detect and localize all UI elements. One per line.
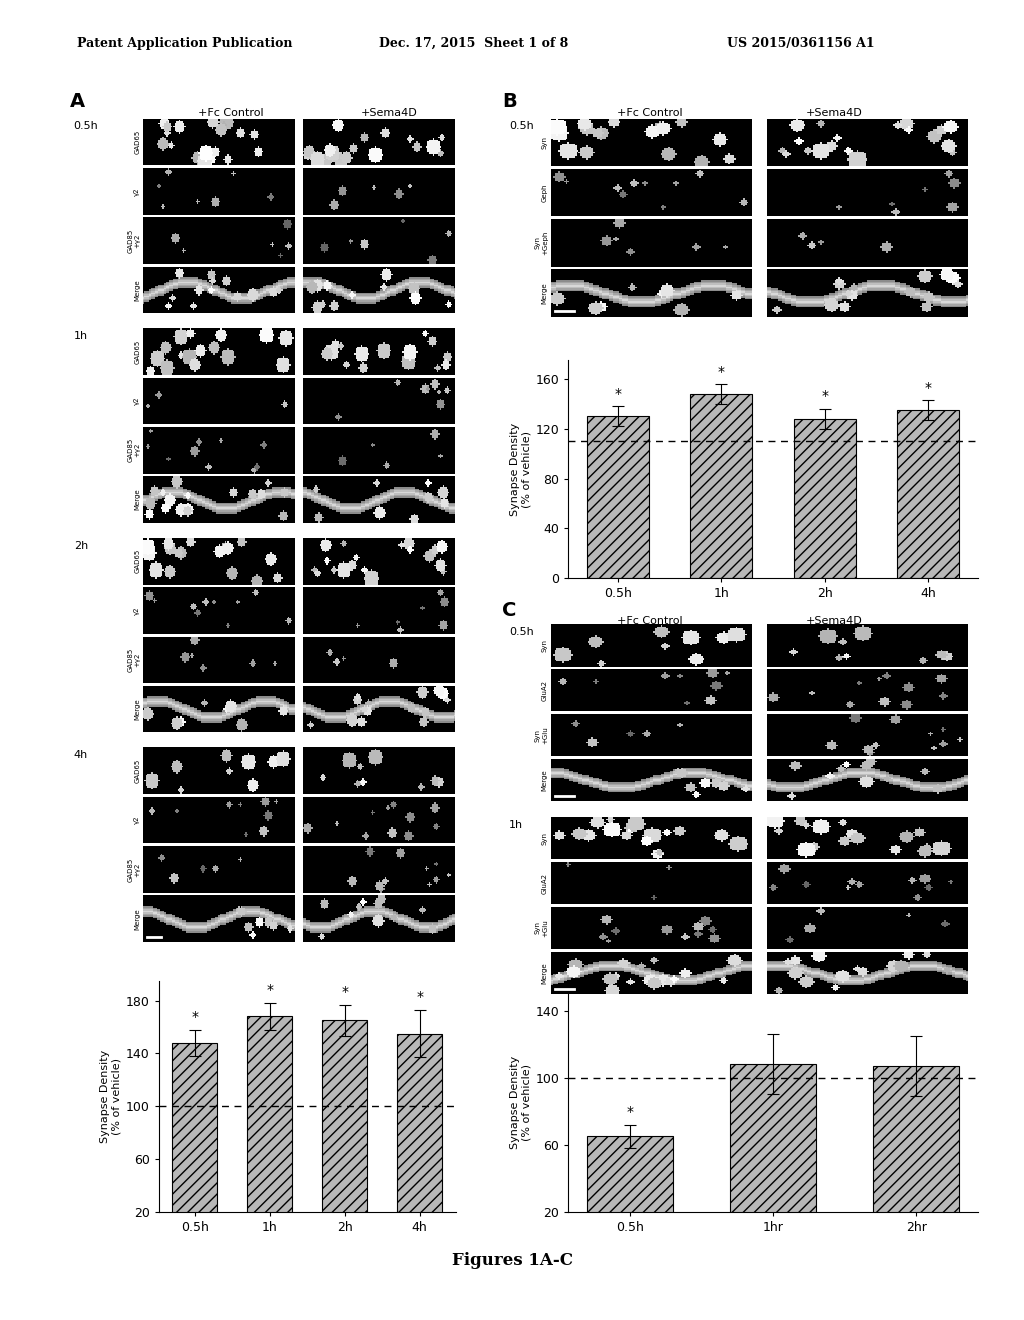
Text: GAD85
+γ2: GAD85 +γ2 <box>127 857 140 882</box>
Bar <box>587 1137 673 1245</box>
Text: B: B <box>502 92 516 111</box>
Text: Merge: Merge <box>134 698 140 719</box>
Text: A: A <box>70 92 85 111</box>
Text: C: C <box>502 601 516 619</box>
Text: Syn: Syn <box>542 639 548 652</box>
Text: Syn
+Geph: Syn +Geph <box>535 231 548 255</box>
Text: Merge: Merge <box>542 962 548 983</box>
Bar <box>323 1020 368 1238</box>
Text: 0.5h: 0.5h <box>509 627 534 638</box>
Text: 1h: 1h <box>74 331 88 341</box>
Text: *: * <box>627 1105 634 1119</box>
Text: Merge: Merge <box>542 770 548 791</box>
Text: 1h: 1h <box>509 820 523 830</box>
Text: GAD85
+γ2: GAD85 +γ2 <box>127 228 140 253</box>
Text: Syn: Syn <box>542 832 548 845</box>
Text: +Fc Control: +Fc Control <box>198 108 263 119</box>
Y-axis label: Synapse Density
(% of vehicle): Synapse Density (% of vehicle) <box>510 1056 531 1150</box>
Bar <box>587 416 649 578</box>
Text: Patent Application Publication: Patent Application Publication <box>77 37 292 50</box>
Text: GAD85
+γ2: GAD85 +γ2 <box>127 648 140 672</box>
Text: 2h: 2h <box>74 541 88 550</box>
Text: GAD65: GAD65 <box>134 129 140 154</box>
Text: γ2: γ2 <box>134 816 140 824</box>
Y-axis label: Synapse Density
(% of vehicle): Synapse Density (% of vehicle) <box>510 422 531 516</box>
Bar <box>873 1067 959 1245</box>
Text: +Sema4D: +Sema4D <box>360 108 418 119</box>
Bar <box>172 1043 217 1238</box>
Text: *: * <box>416 990 423 1005</box>
Text: GAD65: GAD65 <box>134 339 140 364</box>
Bar <box>730 1064 816 1245</box>
Text: *: * <box>925 380 932 395</box>
Text: +Sema4D: +Sema4D <box>806 616 863 627</box>
Text: *: * <box>341 985 348 999</box>
Text: Syn: Syn <box>542 136 548 149</box>
Text: Geph: Geph <box>542 183 548 202</box>
Text: *: * <box>191 1010 199 1024</box>
Text: GAD85
+γ2: GAD85 +γ2 <box>127 438 140 462</box>
Text: US 2015/0361156 A1: US 2015/0361156 A1 <box>727 37 874 50</box>
Text: +Fc Control: +Fc Control <box>617 616 683 627</box>
Text: *: * <box>266 983 273 998</box>
Bar <box>690 393 753 578</box>
Text: 0.5h: 0.5h <box>509 121 534 132</box>
Text: *: * <box>614 387 622 401</box>
Text: Merge: Merge <box>134 280 140 301</box>
Text: GluA2: GluA2 <box>542 873 548 894</box>
Text: 0.5h: 0.5h <box>74 121 98 132</box>
Text: GAD65: GAD65 <box>134 759 140 783</box>
Bar <box>794 418 856 578</box>
Text: γ2: γ2 <box>134 606 140 615</box>
Text: +Fc Control: +Fc Control <box>617 108 683 119</box>
Text: *: * <box>718 364 725 379</box>
Bar <box>897 411 959 578</box>
Text: Syn
+Glu: Syn +Glu <box>535 726 548 744</box>
Text: *: * <box>821 389 828 404</box>
Text: Dec. 17, 2015  Sheet 1 of 8: Dec. 17, 2015 Sheet 1 of 8 <box>379 37 568 50</box>
Text: γ2: γ2 <box>134 187 140 195</box>
Text: Figures 1A-C: Figures 1A-C <box>452 1253 572 1269</box>
Text: Merge: Merge <box>134 908 140 929</box>
Bar <box>247 1016 292 1238</box>
Text: 4h: 4h <box>74 750 88 760</box>
Text: Merge: Merge <box>134 488 140 511</box>
Text: Syn
+Glu: Syn +Glu <box>535 919 548 937</box>
Text: γ2: γ2 <box>134 397 140 405</box>
Bar <box>397 1034 442 1238</box>
Text: Merge: Merge <box>542 282 548 304</box>
Text: +Sema4D: +Sema4D <box>806 108 863 119</box>
Text: GluA2: GluA2 <box>542 680 548 701</box>
Y-axis label: Synapse Density
(% of vehicle): Synapse Density (% of vehicle) <box>100 1049 122 1143</box>
Text: GAD65: GAD65 <box>134 549 140 573</box>
